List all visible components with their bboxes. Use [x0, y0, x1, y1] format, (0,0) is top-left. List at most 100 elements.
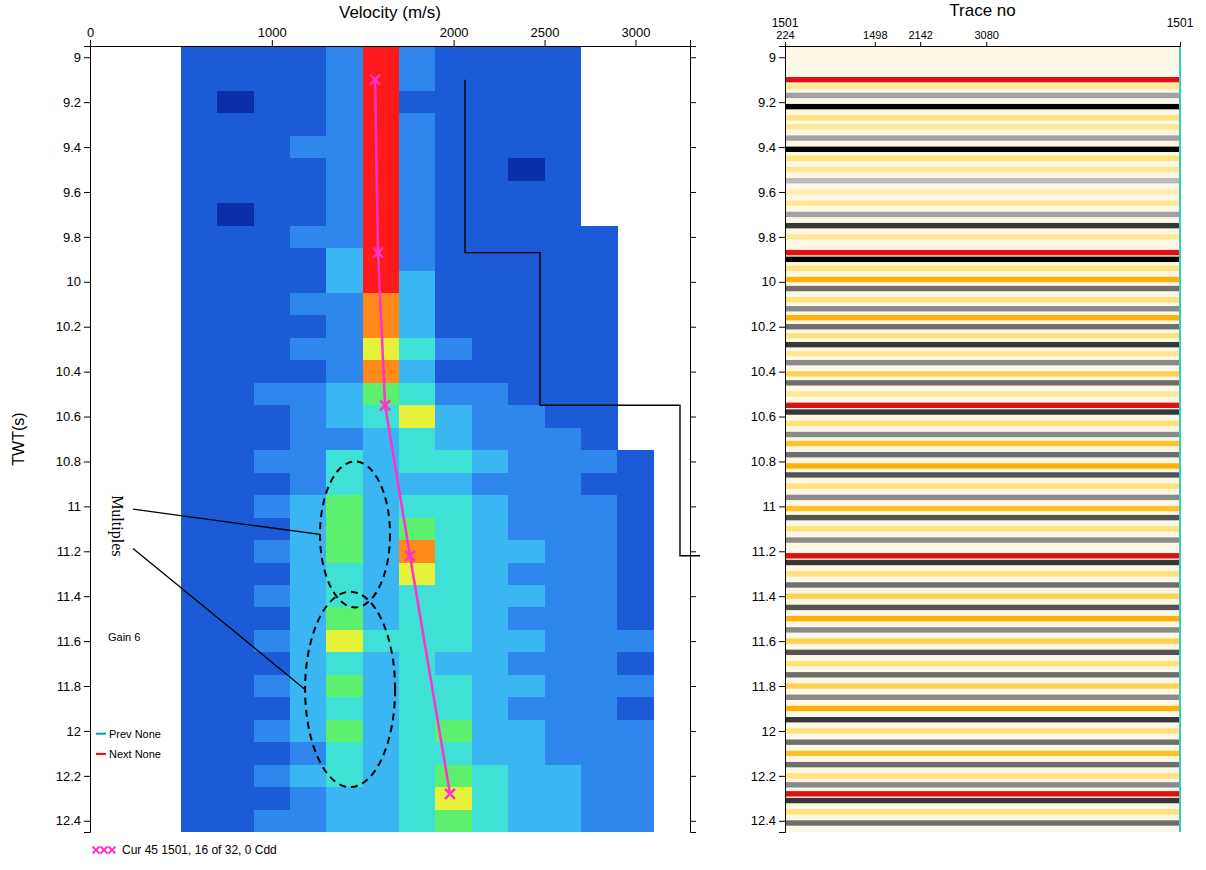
heatmap-cell — [581, 428, 618, 451]
heatmap-cell — [399, 428, 436, 451]
heatmap-cell — [545, 630, 582, 653]
reflection-event — [785, 782, 1180, 787]
heatmap-cell — [435, 630, 472, 653]
heatmap-cell — [181, 46, 218, 69]
heatmap-cell — [472, 405, 509, 428]
reflection-event — [785, 605, 1180, 610]
reflection-event — [785, 178, 1180, 183]
background — [0, 0, 1206, 870]
tick — [690, 686, 696, 687]
reflection-event — [785, 93, 1180, 98]
heatmap-cell — [181, 652, 218, 675]
heatmap-cell — [472, 720, 509, 743]
heatmap-cell — [545, 720, 582, 743]
tick: 11.4 — [752, 589, 785, 604]
heatmap-cell — [217, 293, 254, 316]
heatmap-cell — [326, 473, 363, 496]
tick-mark — [875, 42, 876, 46]
tick-mark — [779, 192, 785, 193]
heatmap-cell — [290, 473, 327, 496]
tick-label: 10.2 — [751, 319, 776, 334]
heatmap-cell — [435, 136, 472, 159]
heatmap-cell — [545, 181, 582, 204]
reflection-event — [785, 441, 1180, 446]
heatmap-cell — [290, 203, 327, 226]
axis-title: TWT(s) — [10, 412, 27, 465]
tick-mark — [690, 417, 696, 418]
tick: 11 — [68, 499, 91, 514]
reflection-event — [785, 250, 1180, 255]
annotations: MultiplesGain 6Prev NoneNext None — [96, 495, 320, 760]
heatmap-cell — [181, 113, 218, 136]
heatmap-cell — [290, 271, 327, 294]
tick: 10.8 — [56, 454, 90, 469]
heatmap-cell — [326, 495, 363, 518]
reflection-event — [785, 115, 1180, 120]
heatmap-cell — [545, 383, 582, 406]
heatmap-cell — [290, 787, 327, 810]
heatmap-cell — [545, 518, 582, 541]
heatmap-cell — [254, 450, 291, 473]
tick-mark — [84, 237, 90, 238]
tick-label: 10.6 — [751, 409, 776, 424]
heatmap-cell — [363, 473, 400, 496]
reflection-event — [785, 706, 1180, 711]
heatmap-cell — [472, 203, 509, 226]
heatmap-cell — [217, 360, 254, 383]
heatmap-cell — [399, 563, 436, 586]
axis-line — [779, 47, 786, 833]
heatmap-cell — [254, 91, 291, 114]
heatmap-cell — [217, 46, 254, 69]
heatmap-cell — [290, 405, 327, 428]
heatmap-cell — [581, 607, 618, 630]
heatmap-cell — [472, 450, 509, 473]
heatmap-cell — [363, 428, 400, 451]
tick-label: 9.8 — [758, 230, 776, 245]
reflection-event — [785, 342, 1180, 347]
heatmap-cell — [581, 765, 618, 788]
heatmap-cell — [290, 68, 327, 91]
tick: 10 — [762, 274, 785, 289]
heatmap-cell — [181, 405, 218, 428]
tick-mark — [690, 686, 696, 687]
heatmap-cell — [617, 787, 654, 810]
heatmap-cell — [545, 697, 582, 720]
heatmap-cell — [399, 540, 436, 563]
tick-mark — [690, 327, 696, 328]
heatmap-cell — [617, 518, 654, 541]
tick-label: 9.4 — [758, 140, 776, 155]
reflection-event — [785, 582, 1180, 587]
tick-mark — [84, 372, 90, 373]
heatmap-cell — [545, 68, 582, 91]
tick: 9 — [769, 50, 785, 65]
heatmap-cell — [254, 697, 291, 720]
annotation-arrow — [133, 548, 305, 689]
heatmap-cell — [581, 787, 618, 810]
heatmap-cell — [326, 360, 363, 383]
heatmap-cell — [363, 518, 400, 541]
heatmap-cell — [181, 787, 218, 810]
heatmap-cell — [435, 495, 472, 518]
reflection-event — [785, 360, 1180, 365]
heatmap-cell — [326, 338, 363, 361]
tick-mark — [779, 282, 785, 283]
heatmap-cell — [363, 136, 400, 159]
tick-mark — [84, 57, 90, 58]
heatmap-cell — [363, 495, 400, 518]
heatmap-cell — [290, 91, 327, 114]
heatmap-cell — [290, 315, 327, 338]
tick: 9.4 — [758, 140, 785, 155]
heatmap-cell — [363, 158, 400, 181]
heatmap-cell — [545, 136, 582, 159]
pick-connector — [465, 80, 700, 556]
tick — [690, 551, 696, 552]
heatmap-cell — [290, 810, 327, 832]
tick-mark — [84, 102, 90, 103]
heatmap-cell — [217, 720, 254, 743]
heatmap-cell — [217, 271, 254, 294]
tick: 10.6 — [751, 409, 785, 424]
heatmap-cell — [254, 765, 291, 788]
heatmap-cell — [254, 607, 291, 630]
heatmap — [181, 46, 654, 832]
tick-label: 10.4 — [56, 364, 81, 379]
